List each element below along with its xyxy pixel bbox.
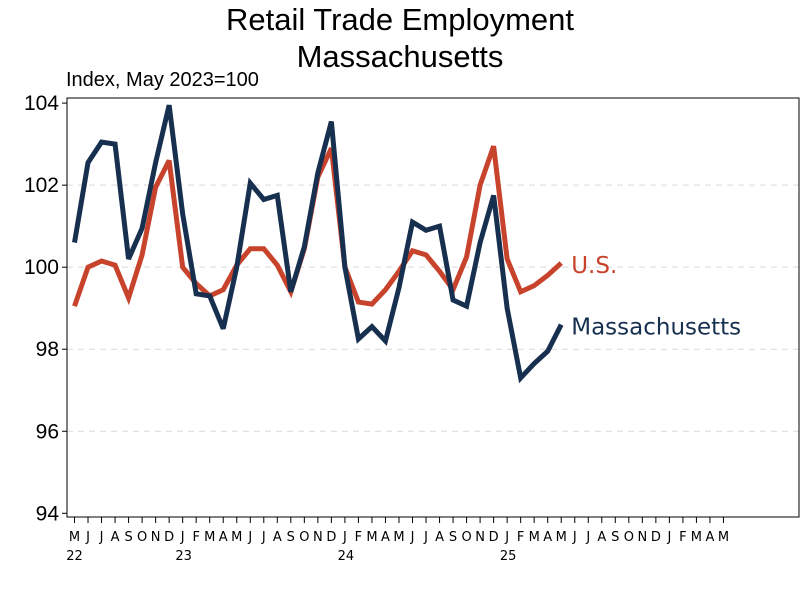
- x-tick-label: S: [611, 530, 619, 545]
- x-tick-label: J: [666, 530, 671, 545]
- chart-title-line-1: Retail Trade Employment: [226, 2, 574, 37]
- x-tick-label: D: [651, 530, 661, 545]
- x-tick-label: J: [572, 530, 577, 545]
- y-tick-label: 102: [24, 174, 59, 197]
- x-tick-label: O: [624, 530, 634, 545]
- x-tick-label: M: [231, 530, 242, 545]
- x-tick-label: A: [705, 530, 714, 545]
- x-tick-label: J: [99, 530, 104, 545]
- x-year-label: 24: [338, 549, 355, 564]
- y-tick-label: 96: [36, 420, 59, 443]
- x-tick-label: O: [299, 530, 309, 545]
- x-tick-label: A: [435, 530, 444, 545]
- series-label-massachusetts: Massachusetts: [571, 315, 741, 341]
- y-tick-label: 104: [24, 92, 59, 115]
- plot-frame: [66, 97, 800, 518]
- x-year-label: 22: [66, 549, 83, 564]
- x-tick-label: M: [366, 530, 377, 545]
- x-tick-label: O: [461, 530, 471, 545]
- x-tick-label: N: [637, 530, 647, 545]
- chart-title-line-2: Massachusetts: [297, 39, 504, 74]
- x-tick-label: M: [529, 530, 540, 545]
- x-tick-label: F: [679, 530, 686, 545]
- x-tick-label: J: [504, 530, 509, 545]
- x-tick-label: J: [410, 530, 415, 545]
- x-tick-label: D: [164, 530, 174, 545]
- x-tick-label: M: [69, 530, 80, 545]
- x-tick-label: S: [124, 530, 132, 545]
- x-tick-label: M: [204, 530, 215, 545]
- x-tick-label: A: [381, 530, 390, 545]
- x-year-label: 23: [175, 549, 192, 564]
- chart-subtitle: Index, May 2023=100: [66, 69, 259, 91]
- x-tick-label: J: [247, 530, 252, 545]
- x-tick-label: F: [192, 530, 199, 545]
- y-tick-label: 100: [24, 256, 59, 279]
- x-tick-label: N: [313, 530, 323, 545]
- y-tick-label: 94: [36, 502, 60, 525]
- x-tick-label: D: [326, 530, 336, 545]
- series-lines: [72, 104, 564, 384]
- x-tick-label: S: [287, 530, 295, 545]
- series-line-massachusetts: [72, 104, 564, 384]
- x-tick-label: M: [691, 530, 702, 545]
- x-tick-label: N: [475, 530, 485, 545]
- x-year-label: 25: [500, 549, 517, 564]
- x-tick-label: D: [489, 530, 499, 545]
- x-tick-label: A: [597, 530, 606, 545]
- x-tick-label: J: [423, 530, 428, 545]
- x-tick-label: J: [585, 530, 590, 545]
- x-tick-label: M: [393, 530, 404, 545]
- x-tick-label: N: [151, 530, 161, 545]
- x-tick-label: A: [273, 530, 282, 545]
- y-tick-label: 98: [36, 338, 59, 361]
- x-tick-label: O: [137, 530, 147, 545]
- x-tick-label: A: [543, 530, 552, 545]
- x-tick-label: J: [342, 530, 347, 545]
- x-tick-label: A: [111, 530, 120, 545]
- x-tick-label: J: [85, 530, 90, 545]
- x-tick-label: J: [180, 530, 185, 545]
- series-label-us: U.S.: [571, 253, 617, 279]
- x-tick-label: M: [718, 530, 729, 545]
- series-labels: U.S. Massachusetts: [571, 253, 741, 341]
- x-tick-label: S: [449, 530, 457, 545]
- x-tick-label: J: [261, 530, 266, 545]
- x-tick-label: M: [556, 530, 567, 545]
- x-tick-label: A: [219, 530, 228, 545]
- x-tick-label: F: [355, 530, 362, 545]
- x-tick-label: F: [517, 530, 524, 545]
